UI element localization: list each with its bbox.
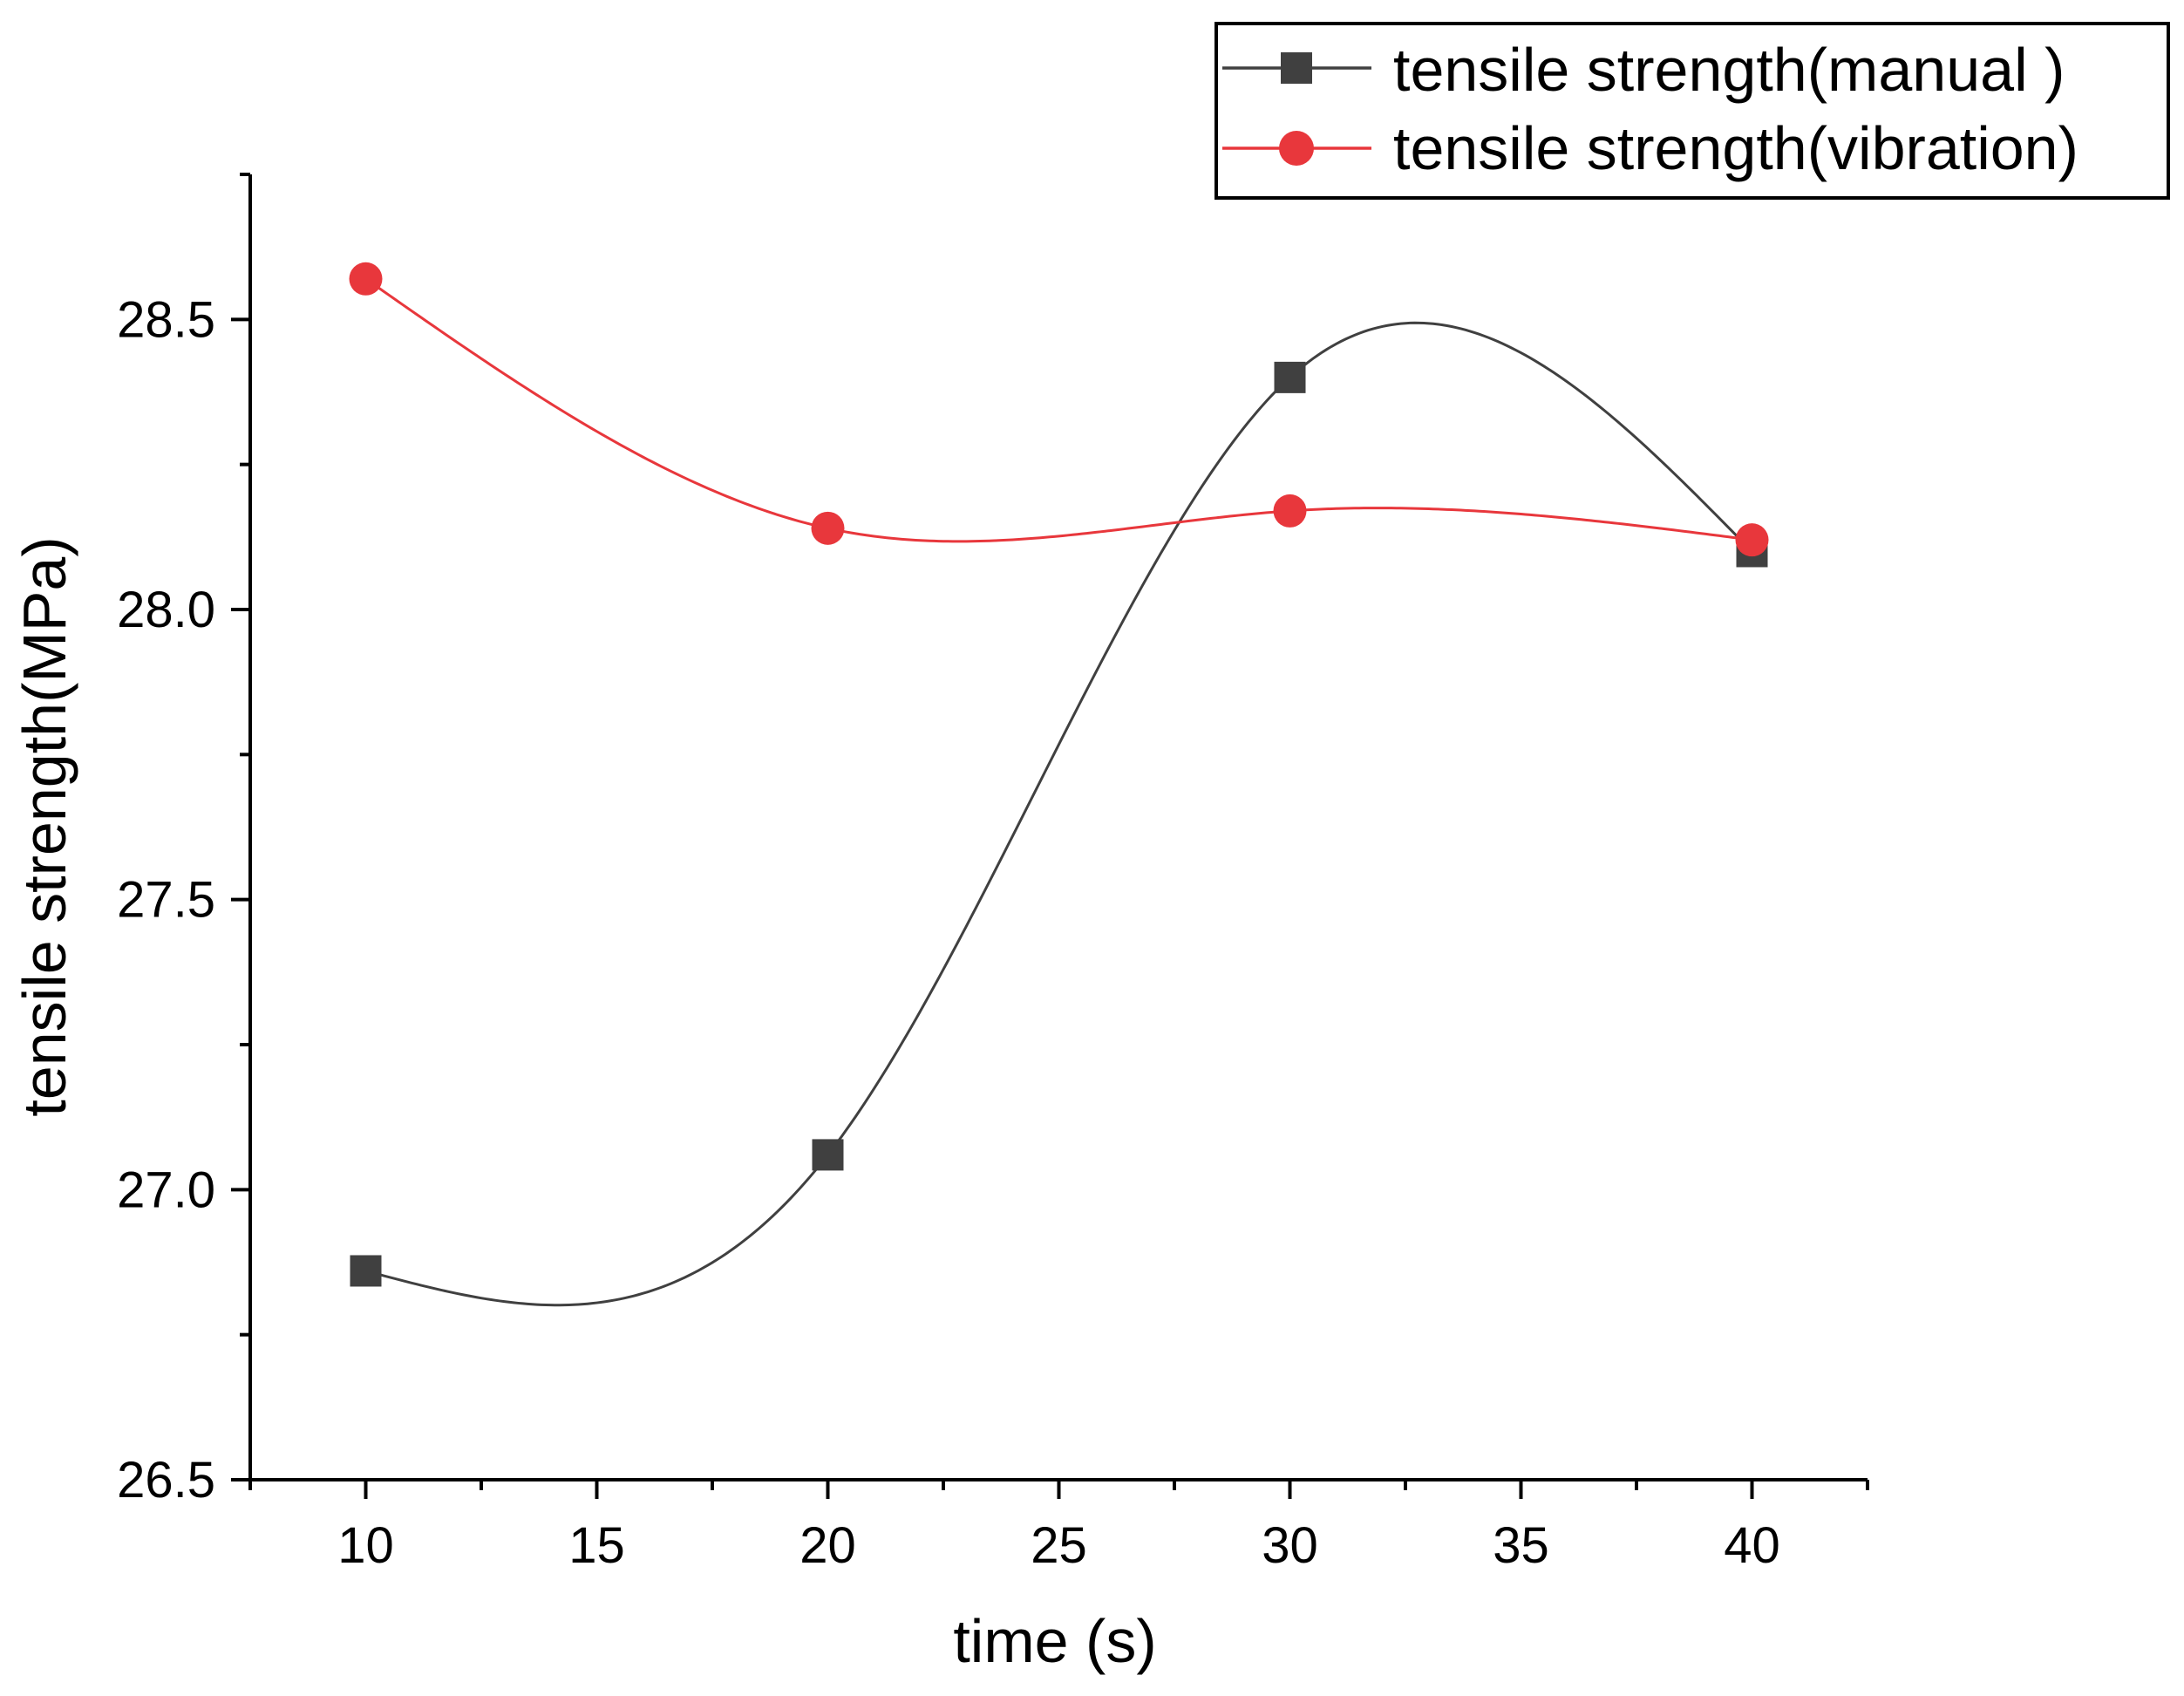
x-tick-label: 40 [1724,1517,1780,1574]
series-curves [364,277,1753,1307]
legend-label-manual: tensile strength(manual ) [1393,36,2065,104]
x-tick-label: 25 [1031,1517,1087,1574]
x-tick-label: 35 [1493,1517,1549,1574]
data-point-manual [1274,361,1306,393]
x-tick-label: 15 [568,1517,625,1574]
x-tick-label: 10 [337,1517,394,1574]
data-point-vibration [349,262,383,296]
data-point-manual [350,1255,382,1287]
y-tick-label: 26.5 [117,1452,215,1509]
legend-marker-vibration [1279,131,1314,166]
data-point-vibration [1273,494,1307,528]
y-tick-label: 28.5 [117,291,215,348]
x-tick-label: 30 [1262,1517,1318,1574]
legend: tensile strength(manual ) tensile streng… [1214,22,2170,200]
y-axis-title: tensile strength(MPa) [10,536,78,1116]
data-point-vibration [811,511,845,545]
data-point-vibration [1735,523,1769,557]
y-tick-label: 27.5 [117,872,215,929]
data-point-manual [812,1139,844,1171]
series-line-manual [365,321,1753,1307]
y-tick-label: 28.0 [117,582,215,638]
y-axis-ticks: 26.5 27.0 27.5 28.0 28.5 [117,173,250,1509]
y-tick-label: 27.0 [117,1161,215,1218]
legend-marker-manual [1281,52,1312,84]
legend-label-vibration: tensile strength(vibration) [1393,114,2079,182]
series-markers [349,262,1769,1287]
x-axis-ticks: 10 15 20 25 30 35 40 [248,1480,1869,1574]
series-line-vibration [364,277,1752,543]
legend-box [1214,22,2170,200]
x-tick-label: 20 [799,1517,856,1574]
x-axis-title: time (s) [953,1607,1156,1675]
